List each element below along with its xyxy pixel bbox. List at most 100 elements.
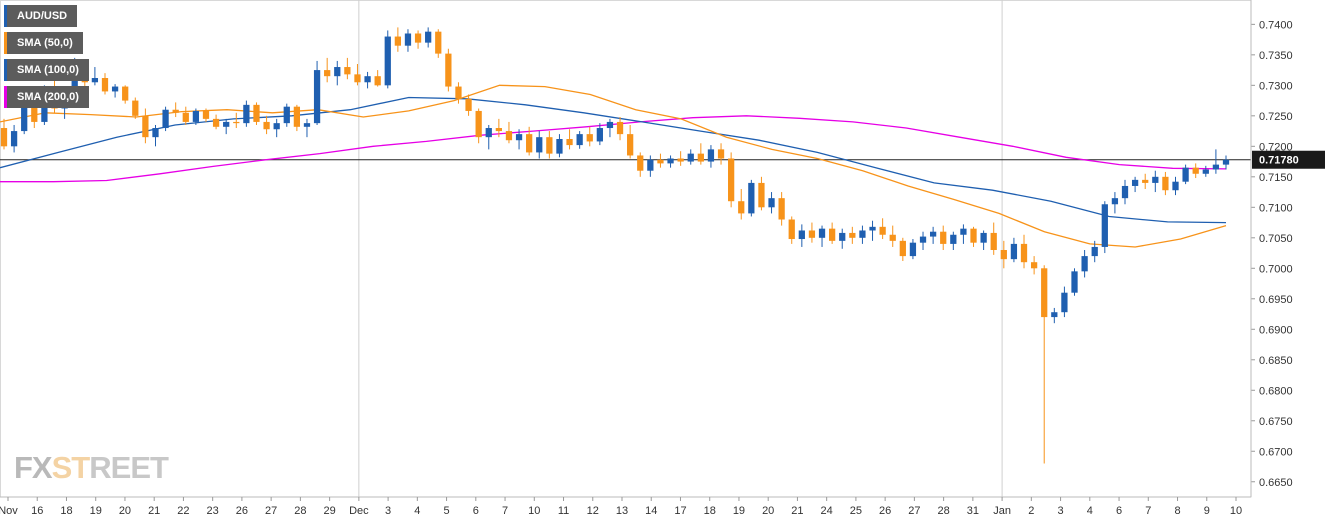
- plot-frame: [0, 0, 1252, 498]
- x-tick-label: 26: [879, 505, 891, 517]
- candle-body: [950, 234, 957, 244]
- candle-body: [536, 137, 543, 153]
- legend-item-audusd[interactable]: AUD/USD: [4, 5, 78, 27]
- x-tick-label: 29: [323, 505, 335, 517]
- candle-body: [233, 121, 240, 124]
- candle-body: [859, 230, 866, 238]
- candle-body: [627, 134, 634, 156]
- candle-body: [435, 31, 442, 54]
- candle-body: [394, 36, 401, 46]
- x-tick-label: 17: [674, 505, 686, 517]
- candle-body: [1121, 185, 1129, 199]
- candle-body: [475, 110, 482, 138]
- y-tick-label: 0.6650: [1259, 477, 1293, 489]
- x-tick-label: 21: [791, 505, 803, 517]
- candles: [0, 27, 1230, 464]
- candle-body: [1091, 246, 1098, 257]
- candle-body: [606, 121, 614, 129]
- candle-body: [849, 232, 856, 238]
- current-price-label: 0.71780: [1259, 155, 1299, 167]
- candle-body: [445, 53, 452, 87]
- candle-body: [1051, 312, 1058, 318]
- candle-body: [414, 33, 422, 43]
- candle-body: [586, 134, 593, 142]
- legend-swatch: [4, 32, 7, 54]
- candle-body: [182, 112, 189, 122]
- x-tick-label: 21: [148, 505, 160, 517]
- candle-body: [152, 128, 159, 138]
- candle-body: [324, 70, 331, 77]
- candle-body: [91, 78, 99, 83]
- candle-body: [839, 232, 846, 241]
- candle-body: [990, 232, 997, 250]
- candle-body: [1010, 243, 1018, 260]
- candle-body: [192, 110, 200, 122]
- candle-body: [495, 128, 502, 132]
- legend-item-sma100[interactable]: SMA (100,0): [4, 59, 89, 81]
- candle-body: [616, 121, 624, 135]
- legend-item-sma200[interactable]: SMA (200,0): [4, 86, 89, 108]
- x-tick-label: 19: [90, 505, 102, 517]
- x-tick-label: 3: [385, 505, 391, 517]
- candle-body: [1131, 179, 1139, 186]
- y-tick-label: 0.6700: [1259, 446, 1293, 458]
- candle-body: [505, 131, 513, 141]
- candle-body: [31, 106, 38, 122]
- x-tick-label: 12: [587, 505, 599, 517]
- candle-body: [748, 182, 755, 214]
- x-tick-label: 2: [1028, 505, 1034, 517]
- candle-body: [1202, 169, 1209, 174]
- y-tick-label: 0.7050: [1259, 233, 1293, 245]
- candle-body: [899, 240, 906, 257]
- candle-body: [384, 36, 391, 86]
- x-tick-label: 10: [1230, 505, 1242, 517]
- candle-body: [1222, 159, 1230, 165]
- candle-body: [879, 226, 886, 235]
- candle-body: [829, 228, 836, 241]
- candle-body: [1111, 198, 1119, 205]
- y-tick-label: 0.7000: [1259, 263, 1293, 275]
- candle-body: [344, 67, 351, 75]
- candle-body: [1192, 167, 1199, 174]
- candle-body: [576, 134, 583, 146]
- x-tick-label: 20: [762, 505, 774, 517]
- candle-body: [657, 159, 664, 164]
- y-tick-label: 0.6800: [1259, 385, 1293, 397]
- x-tick-label: 14: [645, 505, 657, 517]
- legend-label: SMA (100,0): [17, 64, 79, 76]
- candle-body: [162, 109, 169, 129]
- candle-body: [980, 232, 987, 243]
- current-price-tag: [1252, 150, 1325, 169]
- legend-label: SMA (200,0): [17, 91, 79, 103]
- legend-swatch: [4, 5, 7, 27]
- candle-body: [1101, 204, 1108, 247]
- candle-body: [758, 182, 765, 208]
- x-tick-label: Jan: [993, 505, 1011, 517]
- candle-body: [10, 131, 18, 147]
- y-tick-label: 0.6950: [1259, 294, 1293, 306]
- legend-label: AUD/USD: [17, 10, 68, 22]
- candle-body: [202, 110, 210, 119]
- candle-body: [223, 121, 230, 127]
- candle-body: [455, 86, 462, 99]
- candle-body: [677, 158, 684, 162]
- x-tick-label: 3: [1058, 505, 1064, 517]
- y-tick-label: 0.7400: [1259, 19, 1293, 31]
- y-tick-label: 0.7250: [1259, 111, 1293, 123]
- candle-body: [637, 155, 644, 171]
- legend-item-sma50[interactable]: SMA (50,0): [4, 32, 83, 54]
- x-tick-label: Nov: [0, 505, 18, 517]
- candle-body: [1061, 292, 1068, 313]
- candle-body: [1081, 256, 1088, 272]
- candle-body: [717, 149, 725, 159]
- x-tick-label: 9: [1204, 505, 1210, 517]
- candle-body: [172, 109, 179, 113]
- candle-body: [1162, 176, 1169, 191]
- x-tick-label: 10: [528, 505, 540, 517]
- candle-body: [1142, 179, 1149, 183]
- candle-body: [909, 242, 917, 257]
- x-tick-label: 16: [31, 505, 43, 517]
- x-tick-label: 26: [236, 505, 248, 517]
